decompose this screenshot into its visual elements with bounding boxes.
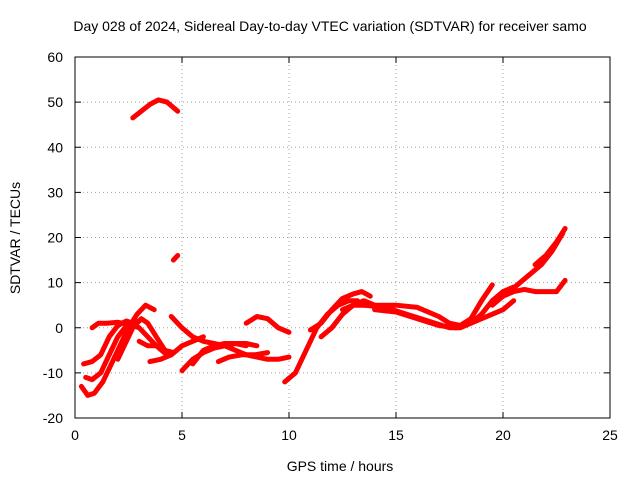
chart-title: Day 028 of 2024, Sidereal Day-to-day VTE… (73, 18, 587, 34)
grid-lines (75, 57, 610, 418)
series-arc5 (89, 319, 170, 358)
series-arc7 (136, 338, 176, 356)
series-arc24 (554, 277, 568, 295)
y-tick-label: -20 (43, 410, 63, 426)
series-arc2 (81, 318, 136, 367)
series-arc23 (532, 226, 568, 268)
series-arc6 (147, 334, 206, 365)
y-tick-label: 10 (47, 275, 63, 291)
x-tick-label: 25 (602, 427, 618, 443)
series-arc21 (489, 286, 559, 308)
x-tick-label: 10 (281, 427, 297, 443)
y-tick-label: -10 (43, 365, 63, 381)
data-marks (78, 97, 568, 398)
x-tick-label: 0 (71, 427, 79, 443)
series-arc10 (168, 314, 292, 362)
series-arc9 (170, 253, 181, 263)
axis-ticks: 0 5 10 15 20 25 -20 -10 0 10 20 30 40 50 60 (43, 49, 618, 443)
y-tick-label: 30 (47, 184, 63, 200)
series-arc13 (215, 350, 271, 365)
series-arc1 (78, 302, 157, 398)
y-tick-label: 20 (47, 230, 63, 246)
series-arc14 (243, 314, 292, 335)
series-arc20 (372, 298, 517, 331)
x-tick-label: 20 (495, 427, 511, 443)
x-tick-label: 5 (178, 427, 186, 443)
series-arc4 (115, 316, 168, 362)
series-arc8 (130, 97, 181, 121)
x-axis-label: GPS time / hours (286, 458, 394, 474)
y-tick-label: 60 (47, 49, 63, 65)
series-arc12 (190, 341, 249, 367)
y-tick-label: 40 (47, 139, 63, 155)
y-tick-label: 0 (55, 320, 63, 336)
y-tick-label: 50 (47, 94, 63, 110)
series-arc16 (307, 289, 373, 333)
x-tick-label: 15 (388, 427, 404, 443)
